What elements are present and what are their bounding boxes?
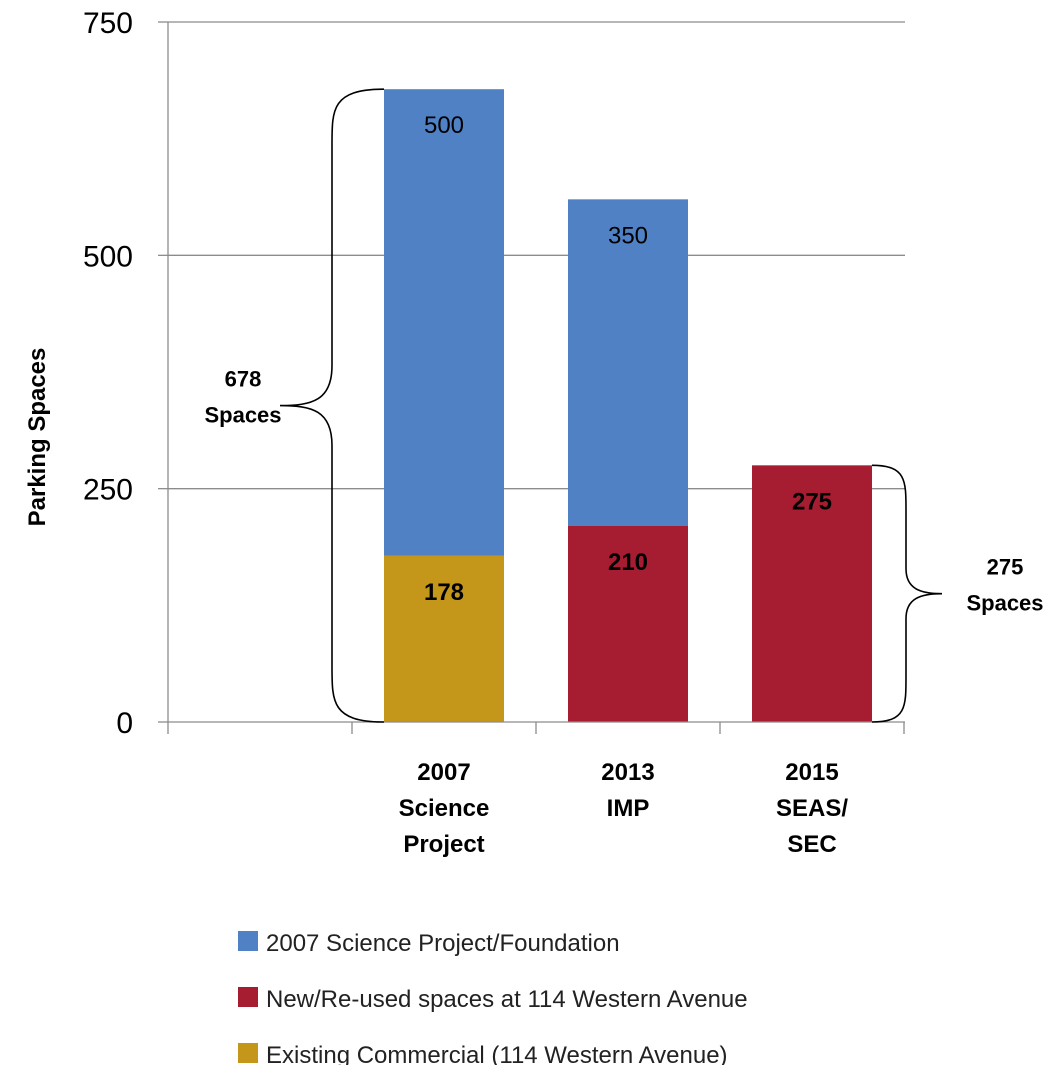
x-tick-label-line: 2015 <box>785 759 838 786</box>
x-tick-label-line: SEC <box>787 831 836 858</box>
brace-label: 678 Spaces <box>204 367 281 428</box>
legend-label: 2007 Science Project/Foundation <box>266 930 620 957</box>
data-label: 350 <box>608 222 648 249</box>
bar-segment <box>568 199 688 527</box>
x-tick-label: 2013 IMP <box>601 759 654 822</box>
bar-segment <box>568 526 688 722</box>
brace-label-line: 275 <box>987 555 1024 580</box>
bar-segment <box>752 465 872 722</box>
x-tick-label-line: 2007 <box>417 759 470 786</box>
data-labels: 178 500 210 350 275 <box>424 112 832 606</box>
bar-segment <box>384 555 504 722</box>
bar-segment <box>384 89 504 556</box>
x-tick-labels: 2007 Science Project 2013 IMP 2015 SEAS/SEC <box>399 759 849 858</box>
x-tick-label-line: SEAS/ <box>776 795 848 822</box>
y-tick-label: 500 <box>83 240 133 273</box>
legend-label: Existing Commercial (114 Western Avenue) <box>266 1042 728 1065</box>
x-tick-label-line: Science <box>399 795 490 822</box>
x-tick-label-line: IMP <box>607 795 650 822</box>
x-tick-label-line: 2013 <box>601 759 654 786</box>
axes <box>167 22 905 734</box>
y-axis-label: Parking Spaces <box>24 348 51 527</box>
data-label: 210 <box>608 549 648 576</box>
y-tick-label: 250 <box>83 474 133 507</box>
y-tick-label: 750 <box>83 7 133 40</box>
y-tick-label: 0 <box>116 707 133 740</box>
data-label: 275 <box>792 488 832 515</box>
data-label: 178 <box>424 579 464 606</box>
legend-swatch <box>238 1043 258 1063</box>
brace-label: 275 Spaces <box>966 555 1043 616</box>
x-tick-label-line: Project <box>403 831 484 858</box>
x-tick-label: 2015 SEAS/SEC <box>776 759 848 858</box>
brace-label-line: 678 <box>225 367 262 392</box>
brace <box>871 464 943 723</box>
legend-swatch <box>238 931 258 951</box>
data-label: 500 <box>424 112 464 139</box>
x-tick-label: 2007 Science Project <box>399 759 490 858</box>
braces: 678 Spaces 275 Spaces <box>204 88 1044 723</box>
brace-label-line: Spaces <box>966 591 1043 616</box>
legend: 2007 Science Project/Foundation New/Re-us… <box>238 930 748 1065</box>
brace-label-line: Spaces <box>204 403 281 428</box>
y-tick-labels: 0 250 500 750 <box>83 7 133 740</box>
legend-swatch <box>238 987 258 1007</box>
legend-label: New/Re-used spaces at 114 Western Avenue <box>266 986 748 1013</box>
brace <box>279 88 385 723</box>
bars <box>384 89 872 722</box>
